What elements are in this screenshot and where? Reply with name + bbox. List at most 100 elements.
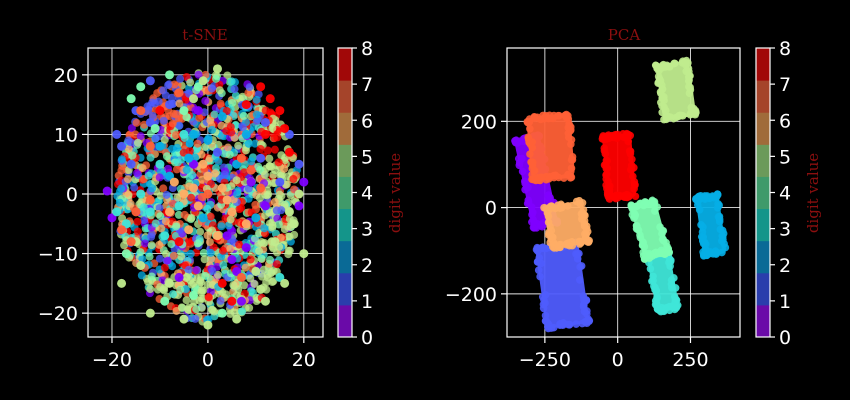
tsne-point [234,285,243,294]
tsne-point-digit-8 [275,106,285,116]
colorbar-tick-label: 2 [361,255,373,277]
tsne-point [256,145,265,154]
tsne-point [130,183,139,192]
pca-point [520,177,529,186]
pca-point [664,246,672,255]
pca-point [577,262,586,270]
tsne-point-digit-4 [165,70,175,80]
pca-point [544,114,553,123]
tsne-point [115,198,124,207]
pca-point [638,241,647,250]
tsne-point [173,143,182,152]
tsne-point [207,254,216,263]
pca-x-tick-label: 250 [672,349,708,371]
tsne-point-digit-0 [174,272,184,282]
tsne-point [284,246,293,255]
tsne-point [201,142,210,151]
pca-point [662,115,671,124]
pca-point [668,283,676,292]
tsne-point-digit-4 [179,106,189,116]
pca-point [702,249,711,258]
pca-point [554,201,562,210]
pca-point [679,111,687,120]
tsne-point-digit-5 [165,278,175,288]
tsne-point-digit-5 [212,64,222,74]
tsne-point [246,274,255,283]
tsne-point [175,121,184,130]
tsne-y-tick-label: −20 [38,303,78,325]
tsne-point [201,271,210,280]
pca-point [631,192,640,201]
tsne-point-digit-2 [203,135,213,145]
tsne-point [234,141,243,150]
pca-point [534,257,542,266]
tsne-point-digit-0 [222,231,232,241]
tsne-point [274,158,283,167]
tsne-point-digit-1 [275,177,285,187]
tsne-point [193,139,202,148]
tsne-point [182,113,191,122]
tsne-point [147,241,156,250]
tsne-point [177,252,186,261]
colorbar-tick-label: 6 [361,110,373,132]
tsne-point-digit-4 [189,290,199,300]
pca-cluster-body [526,113,575,181]
tsne-point-digit-6 [184,225,194,235]
colorbar-tick-label: 7 [779,74,791,96]
tsne-point-digit-0 [102,186,112,196]
tsne-point [151,134,160,143]
tsne-point-digit-4 [150,123,160,133]
tsne-point [265,208,274,217]
pca-point [655,67,663,75]
pca-y-tick-label: 0 [485,198,497,220]
tsne-point-digit-4 [121,249,131,259]
pca-point [561,111,570,120]
pca-panel: −250 0 250 −200 0 200 PCA [445,26,741,371]
tsne-point [270,145,279,154]
pca-point [709,192,718,201]
pca-point [672,113,680,122]
tsne-point [259,265,268,274]
pca-point [528,171,536,179]
pca-point [528,208,537,217]
pca-point [564,170,572,179]
tsne-point-digit-7 [145,195,155,205]
pca-point [564,123,573,132]
tsne-point [123,175,132,184]
pca-point [567,136,576,144]
tsne-point [168,290,177,299]
tsne-point [164,81,173,90]
tsne-point [184,305,193,314]
tsne-y-ticks: −20 −10 0 10 20 [38,65,88,325]
tsne-point-digit-8 [284,147,294,157]
tsne-point [277,151,286,160]
pca-point [536,222,545,230]
tsne-point-digit-6 [212,231,222,241]
pca-point [701,240,710,249]
tsne-point-digit-1 [112,129,122,139]
colorbar-tick-label: 4 [779,183,791,205]
tsne-point-digit-1 [212,147,222,157]
tsne-point-digit-8 [256,82,266,92]
tsne-point [239,112,248,121]
tsne-point [268,222,277,231]
tsne-point [263,273,272,282]
tsne-point [182,274,191,283]
tsne-point [177,303,186,312]
pca-colorbar-bands [756,48,770,338]
tsne-point [187,213,196,222]
tsne-point [172,222,181,231]
pca-point [541,291,550,299]
tsne-point-digit-3 [112,207,122,217]
tsne-point-digit-6 [165,207,175,217]
tsne-point-digit-5 [299,249,309,259]
tsne-point-digit-7 [236,153,246,163]
tsne-point [176,74,185,83]
pca-point [686,83,694,92]
tsne-point [186,78,195,87]
tsne-point [126,138,135,147]
colorbar-tick-label: 8 [361,38,373,60]
tsne-point [223,71,232,80]
tsne-point [156,212,165,221]
pca-point [602,171,610,179]
